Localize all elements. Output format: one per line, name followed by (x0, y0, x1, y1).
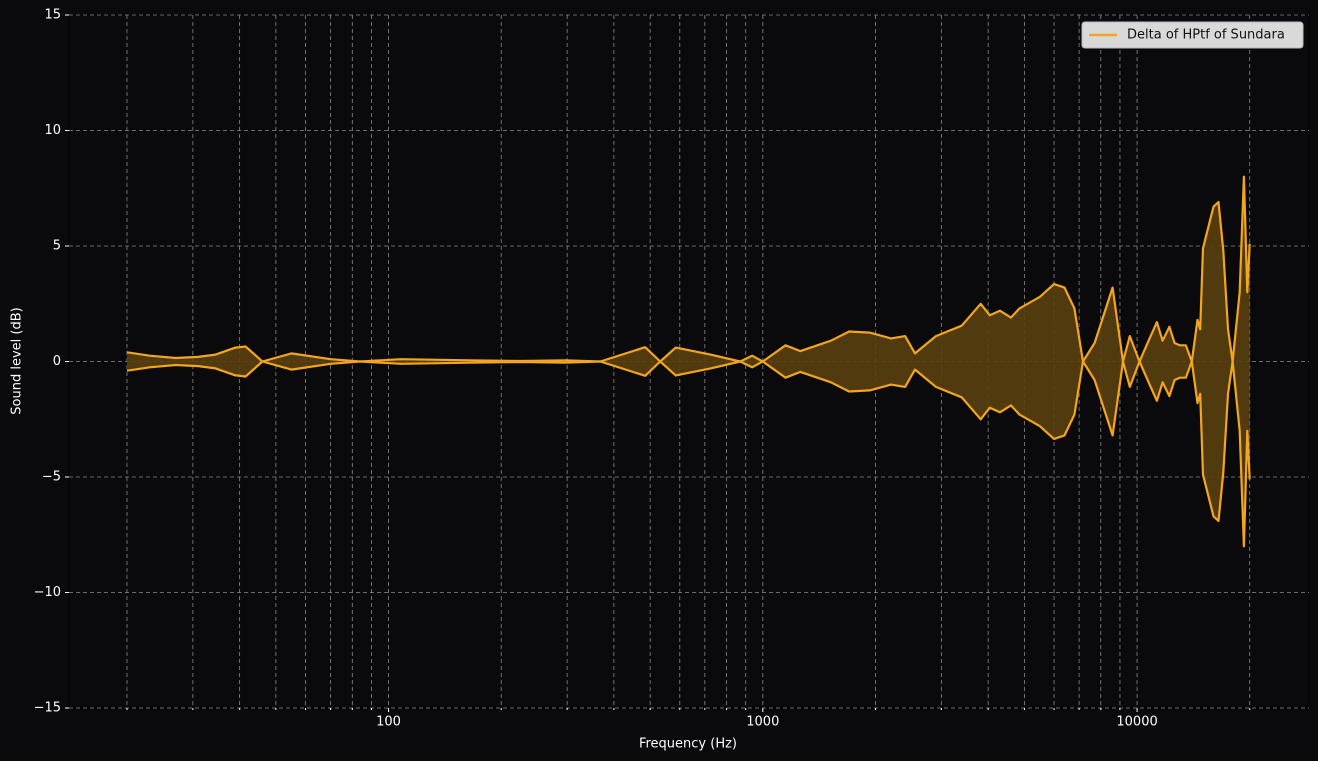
line-mirror (126, 283, 1251, 548)
x-tick-label: 1000 (746, 715, 779, 730)
legend: Delta of HPtf of Sundara (1081, 21, 1304, 49)
x-axis-label: Frequency (Hz) (639, 737, 737, 752)
y-tick-label: −10 (34, 585, 61, 600)
y-tick-label: 5 (53, 239, 61, 254)
x-tick-label: 100 (376, 715, 401, 730)
legend-box (1081, 21, 1304, 49)
legend-label: Delta of HPtf of Sundara (1127, 28, 1285, 43)
marks (126, 175, 1251, 548)
labels: −15 −10 −5 0 5 10 15 100 1000 10000 (34, 8, 1251, 730)
envelope-fill (127, 176, 1250, 547)
y-tick-label: −5 (42, 470, 61, 485)
line-upper (126, 175, 1251, 440)
y-tick-label: 15 (44, 8, 61, 23)
y-axis-label: Sound level (dB) (10, 307, 25, 414)
y-tick-label: 0 (53, 354, 61, 369)
y-tick-label: 10 (44, 123, 61, 138)
y-tick-label: −15 (34, 701, 61, 716)
x-tick-label: 10000 (1116, 715, 1157, 730)
